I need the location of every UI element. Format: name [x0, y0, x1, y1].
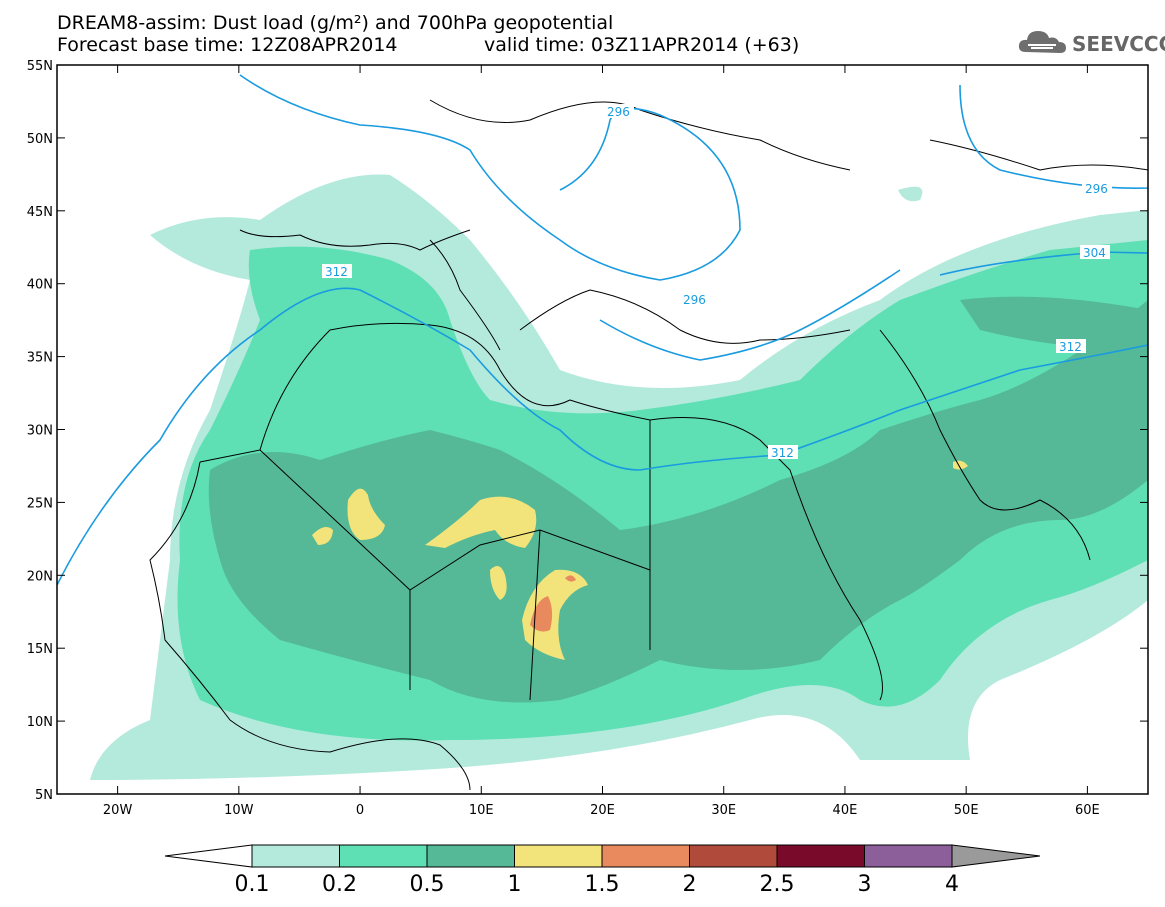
dust-orange-region	[530, 596, 553, 632]
map-title: DREAM8-assim: Dust load (g/m²) and 700hP…	[57, 12, 614, 34]
dust-yellow-region	[312, 526, 333, 545]
dust-light-region	[898, 186, 923, 202]
colorbar-over-triangle	[951, 844, 1041, 868]
contour-label: 312	[771, 446, 794, 460]
lon-tick-label: 30E	[711, 803, 736, 818]
colorbar-level-label: 0.5	[410, 872, 445, 897]
colorbar-level-label: 1	[508, 872, 522, 897]
lon-tick-label: 60E	[1075, 803, 1100, 818]
colorbar-level-label: 3	[858, 872, 872, 897]
colorbar-level-label: 2	[683, 872, 697, 897]
dust-yellow-region	[425, 496, 537, 548]
lon-tick-label: 40E	[833, 803, 858, 818]
dust-orange-region	[565, 575, 576, 582]
contour-label: 296	[683, 293, 706, 307]
lon-tick-label: 50E	[954, 803, 979, 818]
lon-tick-label: 20W	[103, 803, 133, 818]
contour-label: 312	[325, 265, 348, 279]
longitude-axis: 20W 10W 0 10E 20E 30E 40E 50E 60E	[103, 65, 1100, 818]
colorbar-under-triangle	[164, 844, 253, 868]
lat-tick-label: 55N	[27, 59, 53, 74]
lat-tick-label: 35N	[27, 351, 53, 366]
logo-text: SEEVCCC	[1072, 32, 1165, 56]
contour-label: 304	[1083, 246, 1106, 260]
contour-label: 296	[607, 105, 630, 119]
colorbar-swatch	[864, 844, 953, 868]
colorbar-swatch	[689, 844, 778, 868]
colorbar-swatch	[251, 844, 340, 868]
colorbar: 0.1 0.2 0.5 1 1.5 2 2.5 3 4	[164, 844, 1041, 897]
colorbar-level-label: 1.5	[585, 872, 620, 897]
forecast-base-time: Forecast base time: 12Z08APR2014	[57, 34, 398, 56]
colorbar-level-label: 4	[945, 872, 959, 897]
colorbar-swatch	[339, 844, 428, 868]
dust-yellow-region	[953, 460, 968, 470]
lat-tick-label: 25N	[27, 496, 53, 511]
contour-296-east	[959, 84, 1148, 189]
colorbar-swatch	[776, 844, 865, 868]
seevccc-logo: SEEVCCC	[1018, 28, 1165, 60]
colorbar-swatch	[601, 844, 690, 868]
contour-label: 312	[1059, 340, 1082, 354]
lon-tick-label: 10E	[469, 803, 494, 818]
lat-tick-label: 40N	[27, 278, 53, 293]
lat-tick-label: 15N	[27, 642, 53, 657]
contour-labels: 296 296 296 304 312 312 312	[322, 104, 1112, 460]
lon-tick-label: 10W	[224, 803, 254, 818]
dust-dark-region	[960, 296, 1148, 350]
colorbar-level-label: 0.1	[235, 872, 270, 897]
contour-312	[57, 287, 1148, 586]
dust-yellow-region	[522, 569, 588, 660]
valid-time: valid time: 03Z11APR2014 (+63)	[484, 34, 800, 56]
colorbar-level-label: 2.5	[760, 872, 795, 897]
contour-label: 296	[1085, 182, 1108, 196]
lat-tick-label: 45N	[27, 205, 53, 220]
latitude-axis: 55N 50N 45N 40N 35N 30N 25N 20N 15N 10N 5N	[27, 59, 1148, 803]
colorbar-swatch	[514, 844, 603, 868]
lat-tick-label: 30N	[27, 424, 53, 439]
contour-312-north	[599, 269, 901, 361]
dust-yellow-region	[490, 566, 507, 600]
colorbar-swatch	[426, 844, 515, 868]
lat-tick-label: 10N	[27, 715, 53, 730]
lon-tick-label: 0	[356, 803, 364, 818]
dust-dark-region	[208, 300, 1148, 703]
colorbar-level-label: 0.2	[322, 872, 357, 897]
cloud-logo-icon	[1018, 28, 1068, 60]
lat-tick-label: 5N	[35, 788, 53, 803]
lon-tick-label: 20E	[590, 803, 615, 818]
lat-tick-label: 50N	[27, 132, 53, 147]
dust-yellow-region	[347, 488, 385, 540]
lat-tick-label: 20N	[27, 569, 53, 584]
